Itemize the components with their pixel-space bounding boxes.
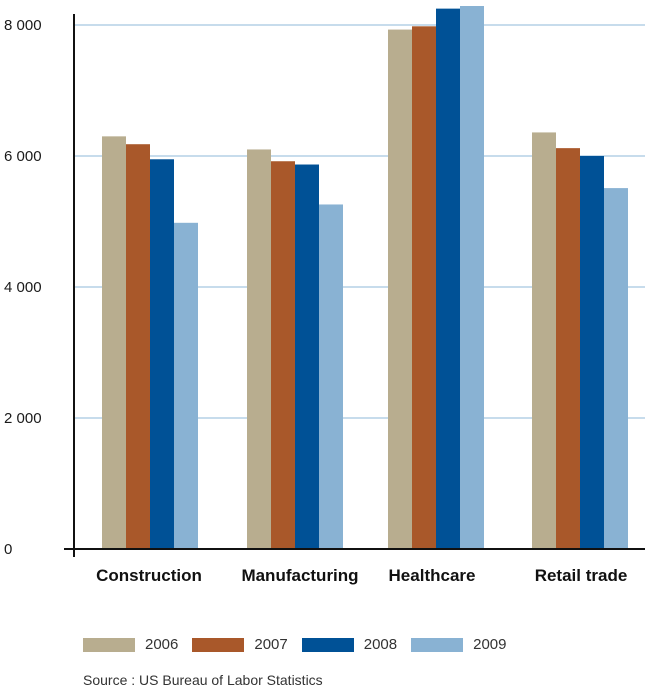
x-category-label: Retail trade — [535, 566, 628, 585]
legend-swatch — [192, 637, 245, 652]
bars — [102, 6, 628, 550]
y-tick-labels: 0 2 000 4 000 6 000 8 000 — [4, 17, 42, 558]
y-tick-label: 0 — [4, 541, 12, 558]
x-category-label: Construction — [96, 566, 202, 585]
legend-label: 2006 — [145, 636, 179, 653]
bar-healthcare-2009 — [460, 6, 484, 549]
bar-healthcare-2007 — [412, 26, 436, 550]
bar-chart: 0 2 000 4 000 6 000 8 000 Construction Manufa… — [4, 6, 645, 585]
bar-retail-trade-2008 — [580, 156, 604, 549]
legend-label: 2009 — [473, 636, 507, 653]
bar-retail-trade-2006 — [532, 132, 556, 550]
legend-item-2007: 2007 — [192, 636, 288, 653]
x-category-labels: Construction Manufacturing Healthcare Retai… — [96, 566, 627, 585]
legend-item-2008: 2008 — [301, 636, 398, 653]
bar-healthcare-2008 — [436, 8, 460, 549]
y-tick-label: 4 000 — [4, 279, 42, 296]
legend-swatch — [83, 637, 135, 652]
legend-label: 2007 — [254, 636, 288, 653]
source-note: Source : US Bureau of Labor Statistics — [83, 672, 323, 688]
bar-manufacturing-2009 — [319, 204, 343, 549]
bar-manufacturing-2007 — [271, 161, 295, 550]
legend-item-2009: 2009 — [411, 636, 507, 653]
bar-construction-2008 — [150, 159, 174, 549]
legend: 2006 2007 2008 2009 — [83, 636, 521, 653]
bar-construction-2009 — [174, 222, 198, 549]
bar-construction-2006 — [102, 136, 126, 549]
bar-healthcare-2006 — [388, 29, 412, 549]
legend-swatch — [411, 637, 464, 652]
y-tick-label: 8 000 — [4, 17, 42, 34]
y-tick-label: 2 000 — [4, 410, 42, 427]
bar-retail-trade-2009 — [604, 188, 628, 549]
bar-manufacturing-2008 — [295, 164, 319, 549]
x-category-label: Healthcare — [389, 566, 476, 585]
y-tick-label: 6 000 — [4, 148, 42, 165]
legend-swatch — [301, 637, 354, 652]
bar-manufacturing-2006 — [247, 149, 271, 549]
bar-retail-trade-2007 — [556, 148, 580, 549]
legend-item-2006: 2006 — [83, 636, 178, 653]
x-category-label: Manufacturing — [241, 566, 358, 585]
legend-label: 2008 — [363, 636, 398, 653]
bar-construction-2007 — [126, 144, 150, 549]
